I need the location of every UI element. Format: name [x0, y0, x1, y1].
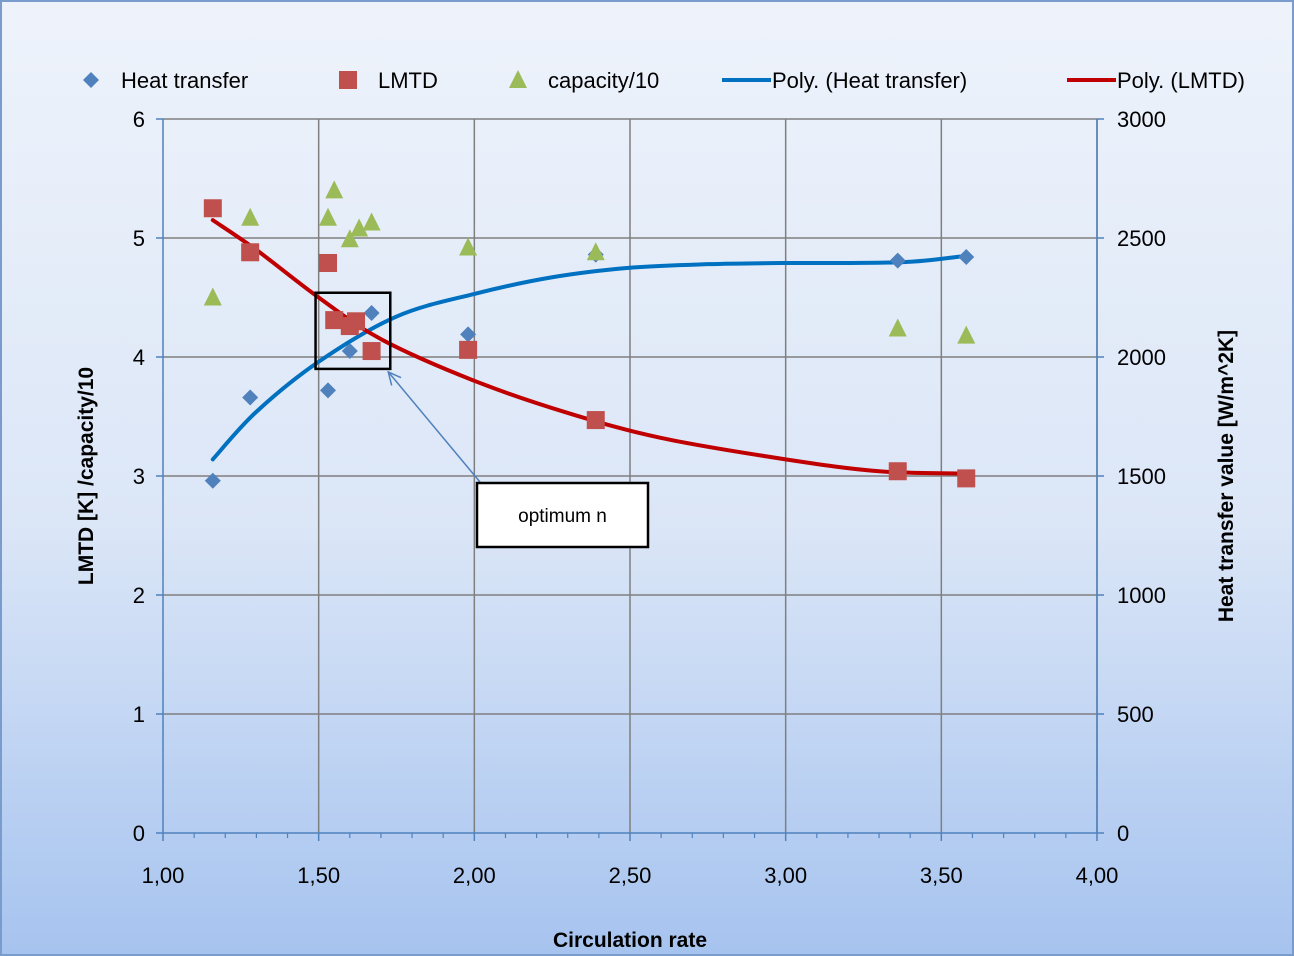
annotation-arrow-line [387, 371, 481, 483]
point-lmtd [325, 311, 344, 330]
legend-label-capacity-10: capacity/10 [548, 68, 659, 93]
x-tick-label: 3,00 [764, 863, 807, 888]
y-left-tick-label: 1 [133, 702, 145, 727]
legend-swatch-capacity-10 [509, 70, 527, 88]
annotation-label-box [475, 481, 650, 549]
y-left-tick-label: 6 [133, 107, 145, 132]
legend-label-poly-heat-transfer: Poly. (Heat transfer) [772, 68, 967, 93]
point-heat-transfer [363, 304, 380, 321]
point-capacity-10 [325, 180, 344, 199]
point-capacity-10 [459, 237, 478, 256]
y-left-tick-label: 3 [133, 464, 145, 489]
y-left-tick-label: 0 [133, 821, 145, 846]
legend-label-heat-transfer: Heat transfer [121, 68, 248, 93]
point-lmtd [319, 253, 338, 272]
point-capacity-10 [340, 229, 359, 248]
x-axis-title: Circulation rate [553, 929, 707, 952]
legend-swatch-heat-transfer [83, 72, 99, 88]
point-heat-transfer [958, 249, 975, 266]
optimum-highlight-box [314, 291, 392, 371]
point-lmtd [347, 312, 366, 331]
data-points [203, 180, 976, 489]
x-tick-label: 4,00 [1076, 863, 1119, 888]
point-capacity-10 [586, 242, 605, 261]
point-capacity-10 [350, 218, 369, 237]
y-axis-right-title: Heat transfer value [W/m^2K] [1215, 330, 1238, 622]
annotation: optimum n [314, 291, 650, 549]
point-lmtd [362, 342, 381, 361]
y-right-tick-label: 2000 [1117, 345, 1166, 370]
y-right-tick-label: 500 [1117, 702, 1154, 727]
trend-lines [210, 218, 969, 476]
y-right-tick-label: 1000 [1117, 583, 1166, 608]
legend-label-poly-lmtd: Poly. (LMTD) [1117, 68, 1245, 93]
point-capacity-10 [203, 287, 222, 306]
legend-label-lmtd: LMTD [378, 68, 438, 93]
x-tick-label: 3,50 [920, 863, 963, 888]
point-lmtd [241, 243, 260, 262]
point-heat-transfer [341, 343, 358, 360]
y-right-tick-label: 2500 [1117, 226, 1166, 251]
point-capacity-10 [957, 325, 976, 344]
point-capacity-10 [362, 212, 381, 231]
x-tick-label: 1,00 [142, 863, 185, 888]
legend: Heat transfer LMTD capacity/10 Poly. (Heat … [83, 68, 1245, 93]
point-heat-transfer [204, 472, 221, 489]
y-left-tick-label: 5 [133, 226, 145, 251]
point-capacity-10 [888, 318, 907, 337]
point-heat-transfer [242, 389, 259, 406]
point-lmtd [957, 469, 976, 488]
axes [156, 118, 1104, 841]
annotation-label: optimum n [518, 506, 607, 527]
point-heat-transfer [889, 252, 906, 269]
legend-swatch-lmtd [339, 71, 357, 89]
point-lmtd [586, 411, 605, 430]
point-lmtd [888, 462, 907, 481]
x-tick-label: 1,50 [297, 863, 340, 888]
x-tick-label: 2,50 [609, 863, 652, 888]
y-left-tick-label: 2 [133, 583, 145, 608]
annotation-arrow-head [387, 370, 402, 386]
point-lmtd [459, 340, 478, 359]
y-right-tick-label: 3000 [1117, 107, 1166, 132]
x-tick-label: 2,00 [453, 863, 496, 888]
point-heat-transfer [460, 326, 477, 343]
y-axis-left-title: LMTD [K] /capacity/10 [75, 367, 98, 585]
y-left-tick-label: 4 [133, 345, 145, 370]
y-right-tick-label: 1500 [1117, 464, 1166, 489]
point-capacity-10 [241, 207, 260, 226]
point-heat-transfer [320, 382, 337, 399]
trendline-poly-lmtd [210, 218, 969, 476]
point-capacity-10 [319, 207, 338, 226]
y-right-tick-label: 0 [1117, 821, 1129, 846]
trendline-poly-heat-transfer [210, 253, 969, 462]
point-lmtd [203, 199, 222, 218]
